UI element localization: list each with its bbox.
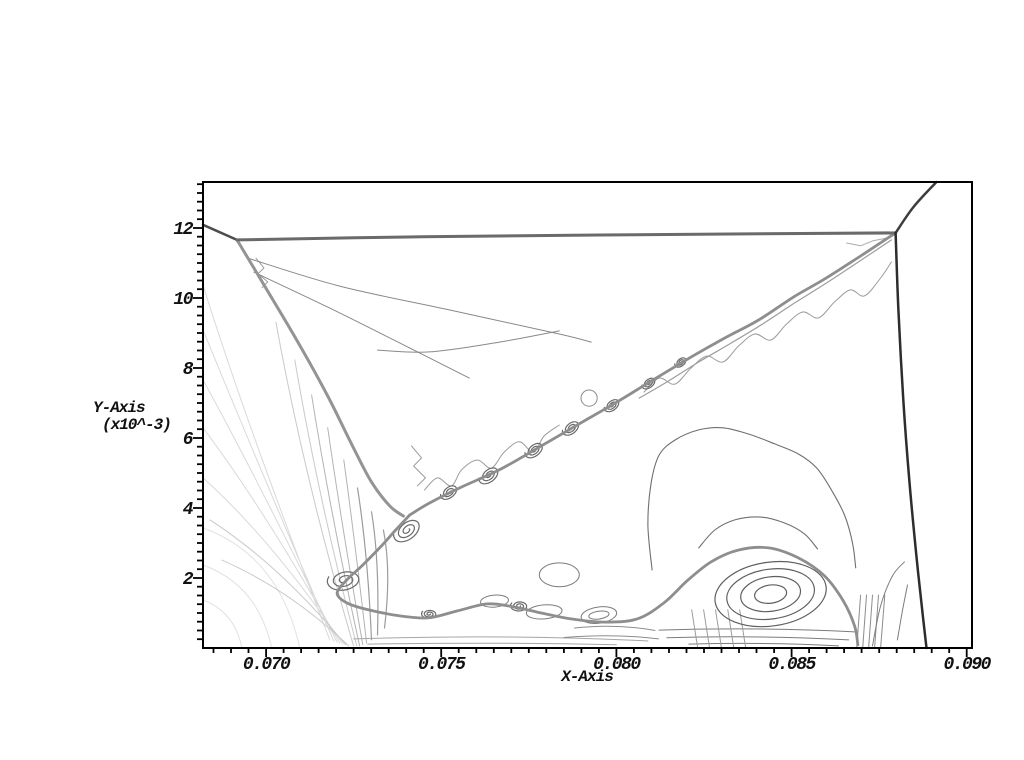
wall-vortex (326, 571, 360, 591)
x-tick-label: 0.075 (418, 655, 466, 675)
wall-waves (563, 625, 659, 640)
wall-segs-right (856, 594, 886, 649)
y-axis-label-text: Y-Axis (93, 399, 146, 417)
shock-top-left (201, 223, 239, 242)
y-tick-label: 10 (173, 290, 193, 310)
wall-lines (353, 636, 649, 646)
kh-vortex-8 (393, 519, 420, 543)
slip-line-chain (408, 231, 897, 517)
right-lobe-inner (698, 516, 819, 550)
kh-vortex-6 (478, 467, 499, 485)
y-axis-label: Y-Axis (x10^-3) (93, 399, 172, 434)
under-vortex-lines (658, 628, 856, 647)
jet-loop-c (538, 562, 580, 588)
y-axis-unit: (x10^-3) (102, 416, 172, 434)
wall-segs-left (691, 609, 747, 649)
reflected-contour-3 (377, 330, 560, 353)
incident-shock (894, 180, 938, 235)
fan-light (202, 284, 344, 645)
slip-hook-wall-jet (335, 513, 860, 647)
mach-stem (894, 231, 928, 650)
jet-loop-b (525, 604, 563, 620)
shock-top-horizontal (235, 231, 898, 242)
y-tick-label: 12 (173, 220, 193, 240)
top-wiggle (846, 237, 887, 247)
fan-dark (311, 394, 368, 647)
reflected-shock-curved (235, 238, 405, 518)
right-fragment-2 (896, 584, 908, 641)
fan-darkest (356, 487, 389, 641)
reflected-contour-2 (253, 271, 470, 379)
x-axis-label: X-Axis (561, 668, 614, 686)
plot-frame (202, 181, 973, 649)
axis-ticks (193, 183, 968, 657)
right-fragment-1 (872, 561, 905, 647)
under-chain-companion (643, 261, 892, 393)
x-tick-label: 0.090 (943, 655, 991, 675)
free-circle (580, 389, 598, 407)
y-tick-label: 8 (183, 360, 194, 380)
reflected-contour-1 (247, 257, 592, 343)
corner-arcs (202, 527, 301, 649)
x-tick-label: 0.070 (243, 655, 291, 675)
x-tick-label: 0.080 (593, 655, 641, 675)
big-vortex-rings (714, 560, 827, 628)
upper-chain-companion (638, 239, 892, 399)
right-lobe-outer (647, 427, 857, 571)
jet-loop-a (480, 594, 509, 608)
y-tick-label: 2 (183, 570, 194, 590)
scallop-companion (423, 424, 560, 491)
y-tick-label: 4 (183, 500, 194, 520)
x-tick-label: 0.085 (768, 655, 816, 675)
y-tick-label: 6 (183, 430, 194, 450)
shock-zigzag-lower (411, 445, 426, 487)
fan-mid (209, 321, 358, 647)
